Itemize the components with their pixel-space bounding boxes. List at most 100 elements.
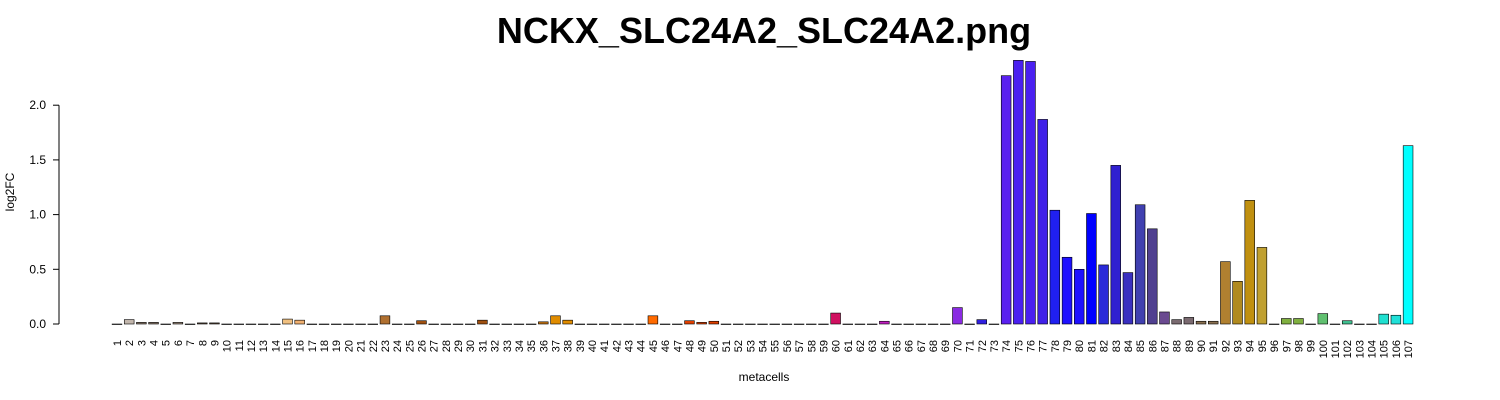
bar-39 [574,323,586,325]
bar-80 [1074,268,1085,325]
bar-63 [866,323,878,325]
x-axis-label: metacells [739,370,790,384]
bar-13 [257,323,269,325]
bar-30 [465,323,476,325]
x-tick-label: 35 [526,340,538,352]
x-tick-label: 34 [514,340,526,352]
bar-42 [611,323,622,325]
bar-50 [708,320,720,325]
x-tick-label: 4 [149,340,161,346]
x-tick-label: 95 [1257,340,1269,352]
bar-14 [270,323,281,325]
bar-22 [367,323,378,325]
bar-28 [440,323,452,325]
x-tick-label: 33 [502,340,514,352]
x-tick-label: 90 [1196,340,1208,352]
bar-12 [245,323,257,325]
x-tick-label: 3 [136,340,148,346]
x-tick-label: 89 [1184,340,1196,352]
x-tick-label: 49 [697,340,709,352]
bar-68 [927,323,939,325]
bar-58 [806,323,817,325]
x-tick-label: 22 [368,340,380,352]
y-axis-label: log2FC [3,172,17,211]
bar-49 [696,322,707,325]
x-tick-label: 93 [1233,340,1245,352]
x-tick-label: 30 [465,340,477,352]
bar-107 [1402,145,1414,325]
bar-93 [1232,281,1243,325]
bar-48 [684,320,695,325]
x-tick-label: 106 [1391,340,1403,358]
bar-69 [940,323,951,325]
y-tick-label: 1.5 [29,153,46,167]
x-tick-label: 56 [782,340,794,352]
x-tick-label: 78 [1050,340,1062,352]
x-tick-label: 53 [745,340,757,352]
bar-40 [586,323,598,325]
bar-17 [306,323,318,325]
x-tick-label: 5 [161,340,173,346]
x-tick-label: 26 [417,340,429,352]
bar-47 [672,323,683,325]
bar-59 [818,323,829,325]
x-tick-label: 105 [1379,340,1391,358]
x-tick-label: 50 [709,340,721,352]
bar-64 [879,320,890,325]
x-tick-label: 79 [1062,340,1074,352]
bar-104 [1366,323,1377,325]
bar-92 [1220,261,1231,325]
bar-86 [1147,228,1158,325]
x-tick-label: 21 [356,340,368,352]
bar-99 [1305,323,1316,325]
x-tick-label: 51 [721,340,733,352]
bar-3 [136,322,147,325]
x-tick-label: 62 [855,340,867,352]
x-tick-label: 86 [1147,340,1159,352]
bar-37 [550,315,561,325]
bar-25 [404,323,415,325]
bar-71 [964,323,975,325]
bar-57 [793,323,805,325]
x-tick-label: 81 [1086,340,1098,352]
x-tick-label: 97 [1281,340,1293,352]
y-tick-label: 0.5 [29,262,46,276]
x-tick-label: 43 [624,340,636,352]
x-tick-label: 59 [818,340,830,352]
bar-60 [830,312,841,325]
bar-56 [781,323,793,325]
bar-46 [659,323,671,325]
x-tick-label: 58 [806,340,818,352]
x-tick-labels: 1 2 3 4 5 6 7 8 9 10 11 12 13 14 15 16 17 18 19 20 21 22 23 24 2… [112,340,1415,358]
x-tick-label: 76 [1026,340,1038,352]
x-tick-label: 70 [952,340,964,352]
bar-29 [452,323,464,325]
bar-88 [1171,319,1182,325]
bar-78 [1049,209,1061,325]
bar-77 [1037,119,1048,325]
bar-66 [903,323,914,325]
x-tick-label: 24 [392,340,404,352]
bar-32 [489,323,500,325]
x-tick-label: 41 [599,340,611,352]
bars-group [111,60,1414,325]
bar-24 [391,323,403,325]
x-tick-label: 13 [258,340,270,352]
bar-95 [1256,247,1268,325]
x-tick-label: 31 [477,340,489,352]
x-tick-label: 54 [758,340,770,352]
bar-76 [1025,61,1036,325]
x-tick-label: 39 [575,340,587,352]
x-tick-label: 107 [1403,340,1415,358]
x-tick-label: 11 [234,340,246,351]
bar-5 [160,323,171,325]
x-tick-label: 80 [1074,340,1086,352]
bar-7 [184,323,196,325]
bar-45 [647,315,659,325]
x-tick-label: 14 [270,340,282,352]
bar-15 [282,318,293,325]
bar-100 [1317,313,1329,325]
x-tick-label: 91 [1208,340,1220,352]
bar-89 [1183,317,1195,325]
